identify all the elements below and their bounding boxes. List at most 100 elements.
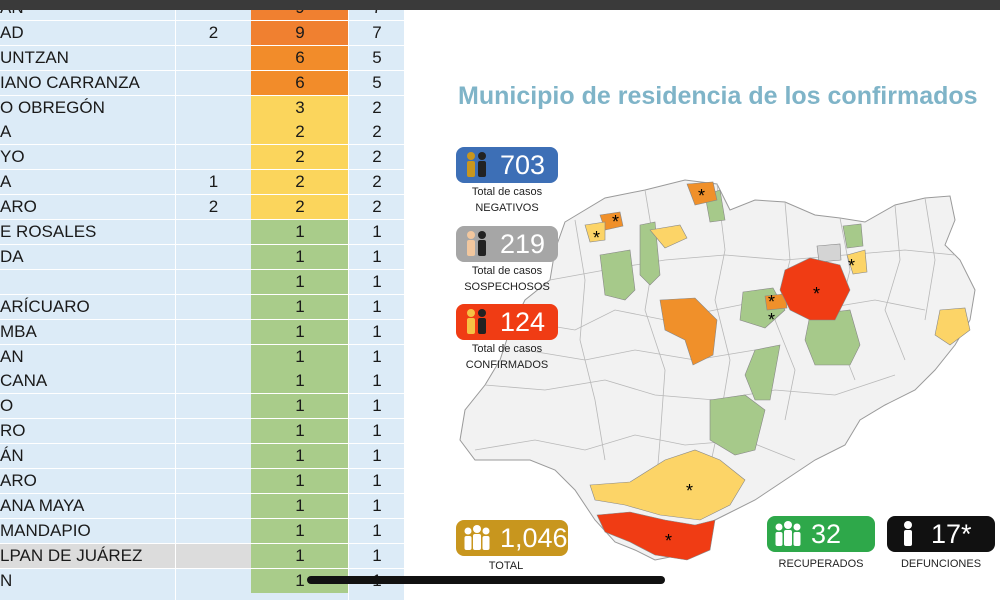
- count-col-b: 2: [251, 120, 349, 145]
- count-col-b: 6: [251, 70, 349, 95]
- table-row: CANA 1 1: [0, 369, 405, 395]
- table-row: MANDAPIO 1 1: [0, 518, 405, 544]
- municipality-name: YO: [0, 145, 176, 170]
- municipality-name: MANDAPIO: [0, 518, 176, 543]
- municipality-name: [0, 269, 176, 294]
- count-col-c: 1: [349, 394, 405, 419]
- count-col-c: 5: [349, 45, 405, 70]
- count-col-b: 1: [251, 518, 349, 543]
- region-orange: [686, 181, 718, 206]
- count-col-c: 1: [349, 493, 405, 518]
- count-col-b: 9: [251, 20, 349, 45]
- table-row: YO 2 2: [0, 145, 405, 171]
- count-col-c: 1: [349, 518, 405, 543]
- count-col-c: 1: [349, 369, 405, 394]
- count-col-a: [176, 70, 251, 95]
- suspects-count: 219: [500, 229, 546, 259]
- municipality-name: AN: [0, 344, 176, 369]
- count-col-a: [176, 269, 251, 294]
- municipality-name: ARO: [0, 195, 176, 220]
- column-divider: [404, 10, 405, 600]
- confirmed-count: 124: [500, 307, 546, 337]
- count-col-a: [176, 444, 251, 469]
- count-col-b: 1: [251, 543, 349, 568]
- region-green: [842, 223, 864, 249]
- municipality-name: ARO: [0, 468, 176, 493]
- count-col-b: 1: [251, 493, 349, 518]
- svg-text:*: *: [768, 310, 775, 330]
- suspects-caption: Total de casos SOSPECHOSOS: [464, 265, 550, 293]
- count-col-c: 1: [349, 419, 405, 444]
- region-green: [744, 344, 781, 401]
- region-green: [599, 249, 636, 301]
- region-yellow: [846, 249, 868, 275]
- table-row: LPAN DE JUÁREZ 1 1: [0, 543, 405, 569]
- count-col-b: 1: [251, 419, 349, 444]
- count-col-a: 2: [176, 20, 251, 45]
- count-col-b: 1: [251, 468, 349, 493]
- count-col-c: 2: [349, 170, 405, 195]
- confirmed-caption: Total de casos CONFIRMADOS: [465, 343, 549, 371]
- table-row: ARÍCUARO 1 1: [0, 294, 405, 320]
- table-row: ARO 1 1: [0, 468, 405, 494]
- recovered-count: 32: [811, 519, 842, 549]
- count-col-b: 6: [251, 45, 349, 70]
- count-col-b: 1: [251, 444, 349, 469]
- count-col-c: 1: [349, 468, 405, 493]
- people-icon: [467, 231, 486, 256]
- region-green: [804, 309, 861, 366]
- count-col-c: 1: [349, 269, 405, 294]
- table-row: DA 1 1: [0, 244, 405, 270]
- michoacan-map: * * * * * * * * *: [459, 179, 976, 561]
- count-col-a: [176, 45, 251, 70]
- recovered-label: RECUPERADOS: [778, 558, 864, 570]
- deaths-label: DEFUNCIONES: [900, 558, 982, 570]
- count-col-a: [176, 468, 251, 493]
- municipality-name: AD: [0, 20, 176, 45]
- region-yellow: [584, 221, 606, 243]
- count-col-b: 2: [251, 195, 349, 220]
- deaths-count: 17*: [931, 519, 972, 549]
- municipality-name: ARÍCUARO: [0, 294, 176, 319]
- count-col-a: [176, 10, 251, 20]
- count-col-c: 1: [349, 220, 405, 245]
- municipality-name: CANA: [0, 369, 176, 394]
- count-col-c: 1: [349, 344, 405, 369]
- count-col-a: [176, 568, 251, 593]
- table-row: ANA MAYA 1 1: [0, 493, 405, 519]
- svg-text:*: *: [848, 256, 855, 276]
- count-col-b: 1: [251, 294, 349, 319]
- table-row: AD 2 9 7: [0, 20, 405, 46]
- municipality-name: LPAN DE JUÁREZ: [0, 543, 176, 568]
- count-col-c: 2: [349, 120, 405, 145]
- table-row: RO 1 1: [0, 419, 405, 445]
- count-col-c: 7: [349, 20, 405, 45]
- count-col-a: [176, 244, 251, 269]
- home-indicator[interactable]: [307, 576, 665, 584]
- table-row: UNTZAN 6 5: [0, 45, 405, 71]
- negatives-badge: 703: [456, 147, 558, 183]
- table-row: MBA 1 1: [0, 319, 405, 345]
- count-col-c: 1: [349, 294, 405, 319]
- column-divider: [348, 10, 349, 600]
- people-icon: [467, 309, 486, 334]
- svg-text:*: *: [665, 531, 672, 551]
- table-row: ÁN 1 1: [0, 444, 405, 469]
- region-grey: [816, 243, 842, 263]
- municipality-name: AN: [0, 10, 176, 20]
- count-col-c: 2: [349, 195, 405, 220]
- count-col-b: 1: [251, 344, 349, 369]
- count-col-a: [176, 220, 251, 245]
- negatives-count: 703: [500, 150, 546, 180]
- total-badge: 1,046: [456, 520, 568, 556]
- suspects-badge: 219: [456, 226, 558, 262]
- table-row: AN 97: [0, 10, 405, 21]
- count-col-b: 1: [251, 244, 349, 269]
- status-bar: [0, 0, 1000, 10]
- count-col-a: 1: [176, 170, 251, 195]
- count-col-c: 1: [349, 244, 405, 269]
- municipality-name: DA: [0, 244, 176, 269]
- municipality-name: A: [0, 120, 176, 145]
- count-col-b: 1: [251, 369, 349, 394]
